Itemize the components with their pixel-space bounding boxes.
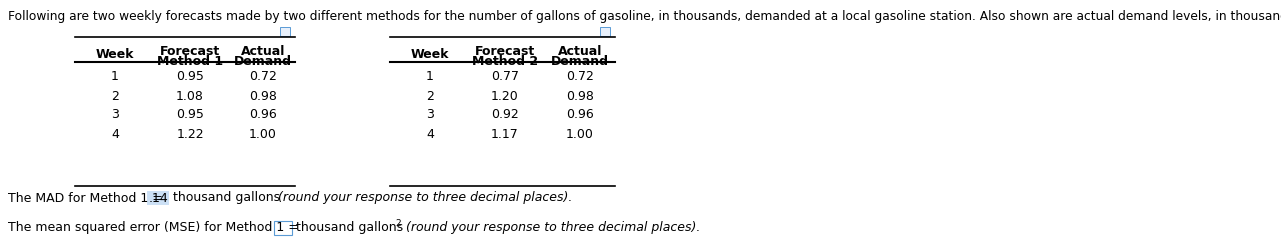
Text: (round your response to three decimal places).: (round your response to three decimal pl… [402, 222, 701, 234]
Text: 0.72: 0.72 [566, 70, 594, 84]
Text: thousand gallons: thousand gallons [292, 222, 404, 234]
Text: The MAD for Method 1 =: The MAD for Method 1 = [8, 192, 167, 204]
Text: Method 2: Method 2 [471, 55, 538, 68]
Bar [600, 27, 610, 36]
Text: thousand gallons: thousand gallons [169, 192, 284, 204]
FancyBboxPatch shape [147, 191, 169, 205]
Text: 1.00: 1.00 [249, 128, 277, 140]
Text: 4: 4 [111, 128, 119, 140]
Text: 3: 3 [427, 108, 434, 122]
Text: 2: 2 [111, 90, 119, 102]
Bar [281, 27, 290, 36]
Text: 2: 2 [395, 218, 401, 228]
Text: Actual: Actual [557, 45, 602, 58]
Text: Method 1: Method 1 [158, 55, 223, 68]
Text: Forecast: Forecast [160, 45, 220, 58]
Text: 3: 3 [111, 108, 119, 122]
Text: Forecast: Forecast [475, 45, 535, 58]
Text: .14: .14 [149, 192, 168, 204]
Text: 1: 1 [111, 70, 119, 84]
Text: 1.08: 1.08 [175, 90, 204, 102]
Text: Demand: Demand [551, 55, 608, 68]
Text: 4: 4 [427, 128, 434, 140]
Text: 0.96: 0.96 [566, 108, 594, 122]
Text: 0.95: 0.95 [175, 70, 204, 84]
Text: 0.95: 0.95 [175, 108, 204, 122]
Text: 0.96: 0.96 [249, 108, 277, 122]
Text: Week: Week [96, 48, 135, 61]
FancyBboxPatch shape [274, 221, 292, 235]
Text: 1.17: 1.17 [491, 128, 519, 140]
Text: Demand: Demand [234, 55, 292, 68]
Text: 1.00: 1.00 [566, 128, 594, 140]
Text: 0.98: 0.98 [566, 90, 594, 102]
Text: Actual: Actual [241, 45, 286, 58]
Text: Following are two weekly forecasts made by two different methods for the number : Following are two weekly forecasts made … [8, 10, 1281, 23]
Text: 1.22: 1.22 [177, 128, 204, 140]
Text: (round your response to three decimal places).: (round your response to three decimal pl… [278, 192, 573, 204]
Text: 0.92: 0.92 [491, 108, 519, 122]
Text: 0.72: 0.72 [249, 70, 277, 84]
Text: 0.98: 0.98 [249, 90, 277, 102]
Text: 2: 2 [427, 90, 434, 102]
Text: Week: Week [411, 48, 450, 61]
Text: 1.20: 1.20 [491, 90, 519, 102]
Text: 0.77: 0.77 [491, 70, 519, 84]
Text: 1: 1 [427, 70, 434, 84]
Text: The mean squared error (MSE) for Method 1 =: The mean squared error (MSE) for Method … [8, 222, 302, 234]
